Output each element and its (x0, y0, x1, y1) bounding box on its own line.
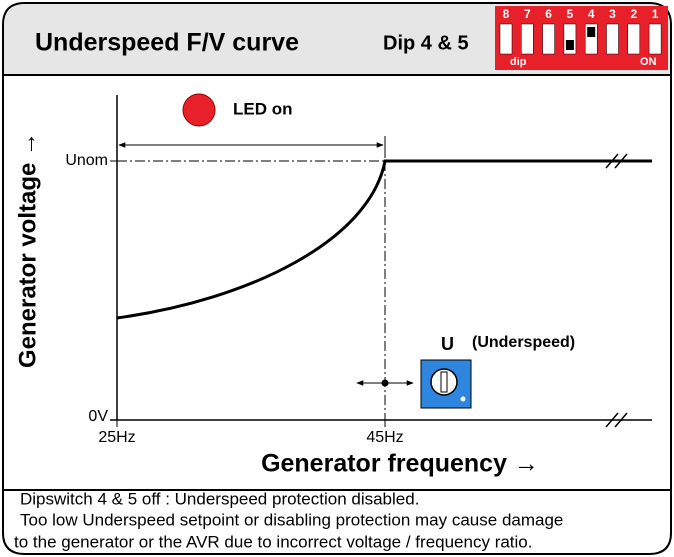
dip-number: 1 (652, 7, 659, 21)
dip-left: dip (510, 56, 527, 68)
pot-note: (Underspeed) (472, 334, 575, 351)
dip-label: Dip 4 & 5 (383, 32, 469, 54)
dip-number: 8 (503, 7, 510, 21)
dip-slot (648, 23, 662, 55)
x-axis-label: Generator frequency → (261, 450, 539, 478)
dip-number: 2 (630, 7, 637, 21)
y-tick-label: Unom (65, 152, 108, 169)
dip-slot (521, 23, 534, 55)
y-axis-label: Generator voltage → (14, 132, 41, 368)
dip-number: 6 (545, 7, 552, 21)
dip-number: 3 (609, 7, 616, 21)
break (605, 412, 628, 428)
dip-number: 7 (524, 7, 531, 21)
dip-knob (587, 27, 596, 37)
x-tick-label: 45Hz (366, 429, 403, 446)
dot (381, 379, 389, 387)
dip-right: ON (640, 56, 657, 68)
footer-line: Dipswitch 4 & 5 off : Underspeed protect… (20, 489, 419, 508)
dip-slot (542, 23, 555, 55)
led-label: LED on (233, 99, 293, 118)
x-tick-label: 25Hz (98, 429, 135, 446)
dip-number: 5 (567, 7, 574, 21)
pot-dot (460, 396, 466, 402)
led (182, 93, 216, 127)
dip-slot (606, 23, 619, 55)
pot-letter: U (441, 334, 454, 354)
footer-line: Too low Underspeed setpoint or disabling… (20, 510, 563, 529)
dip-knob (565, 40, 574, 50)
y-tick-label: 0V (88, 408, 108, 425)
curve (116, 159, 652, 320)
title: Underspeed F/V curve (35, 29, 299, 57)
dip-number: 4 (588, 7, 595, 21)
dip-slot (499, 23, 513, 55)
dip-slot (627, 23, 641, 55)
break (605, 153, 628, 169)
pot-slot (440, 371, 448, 393)
footer-line: to the generator or the AVR due to incor… (14, 532, 532, 551)
